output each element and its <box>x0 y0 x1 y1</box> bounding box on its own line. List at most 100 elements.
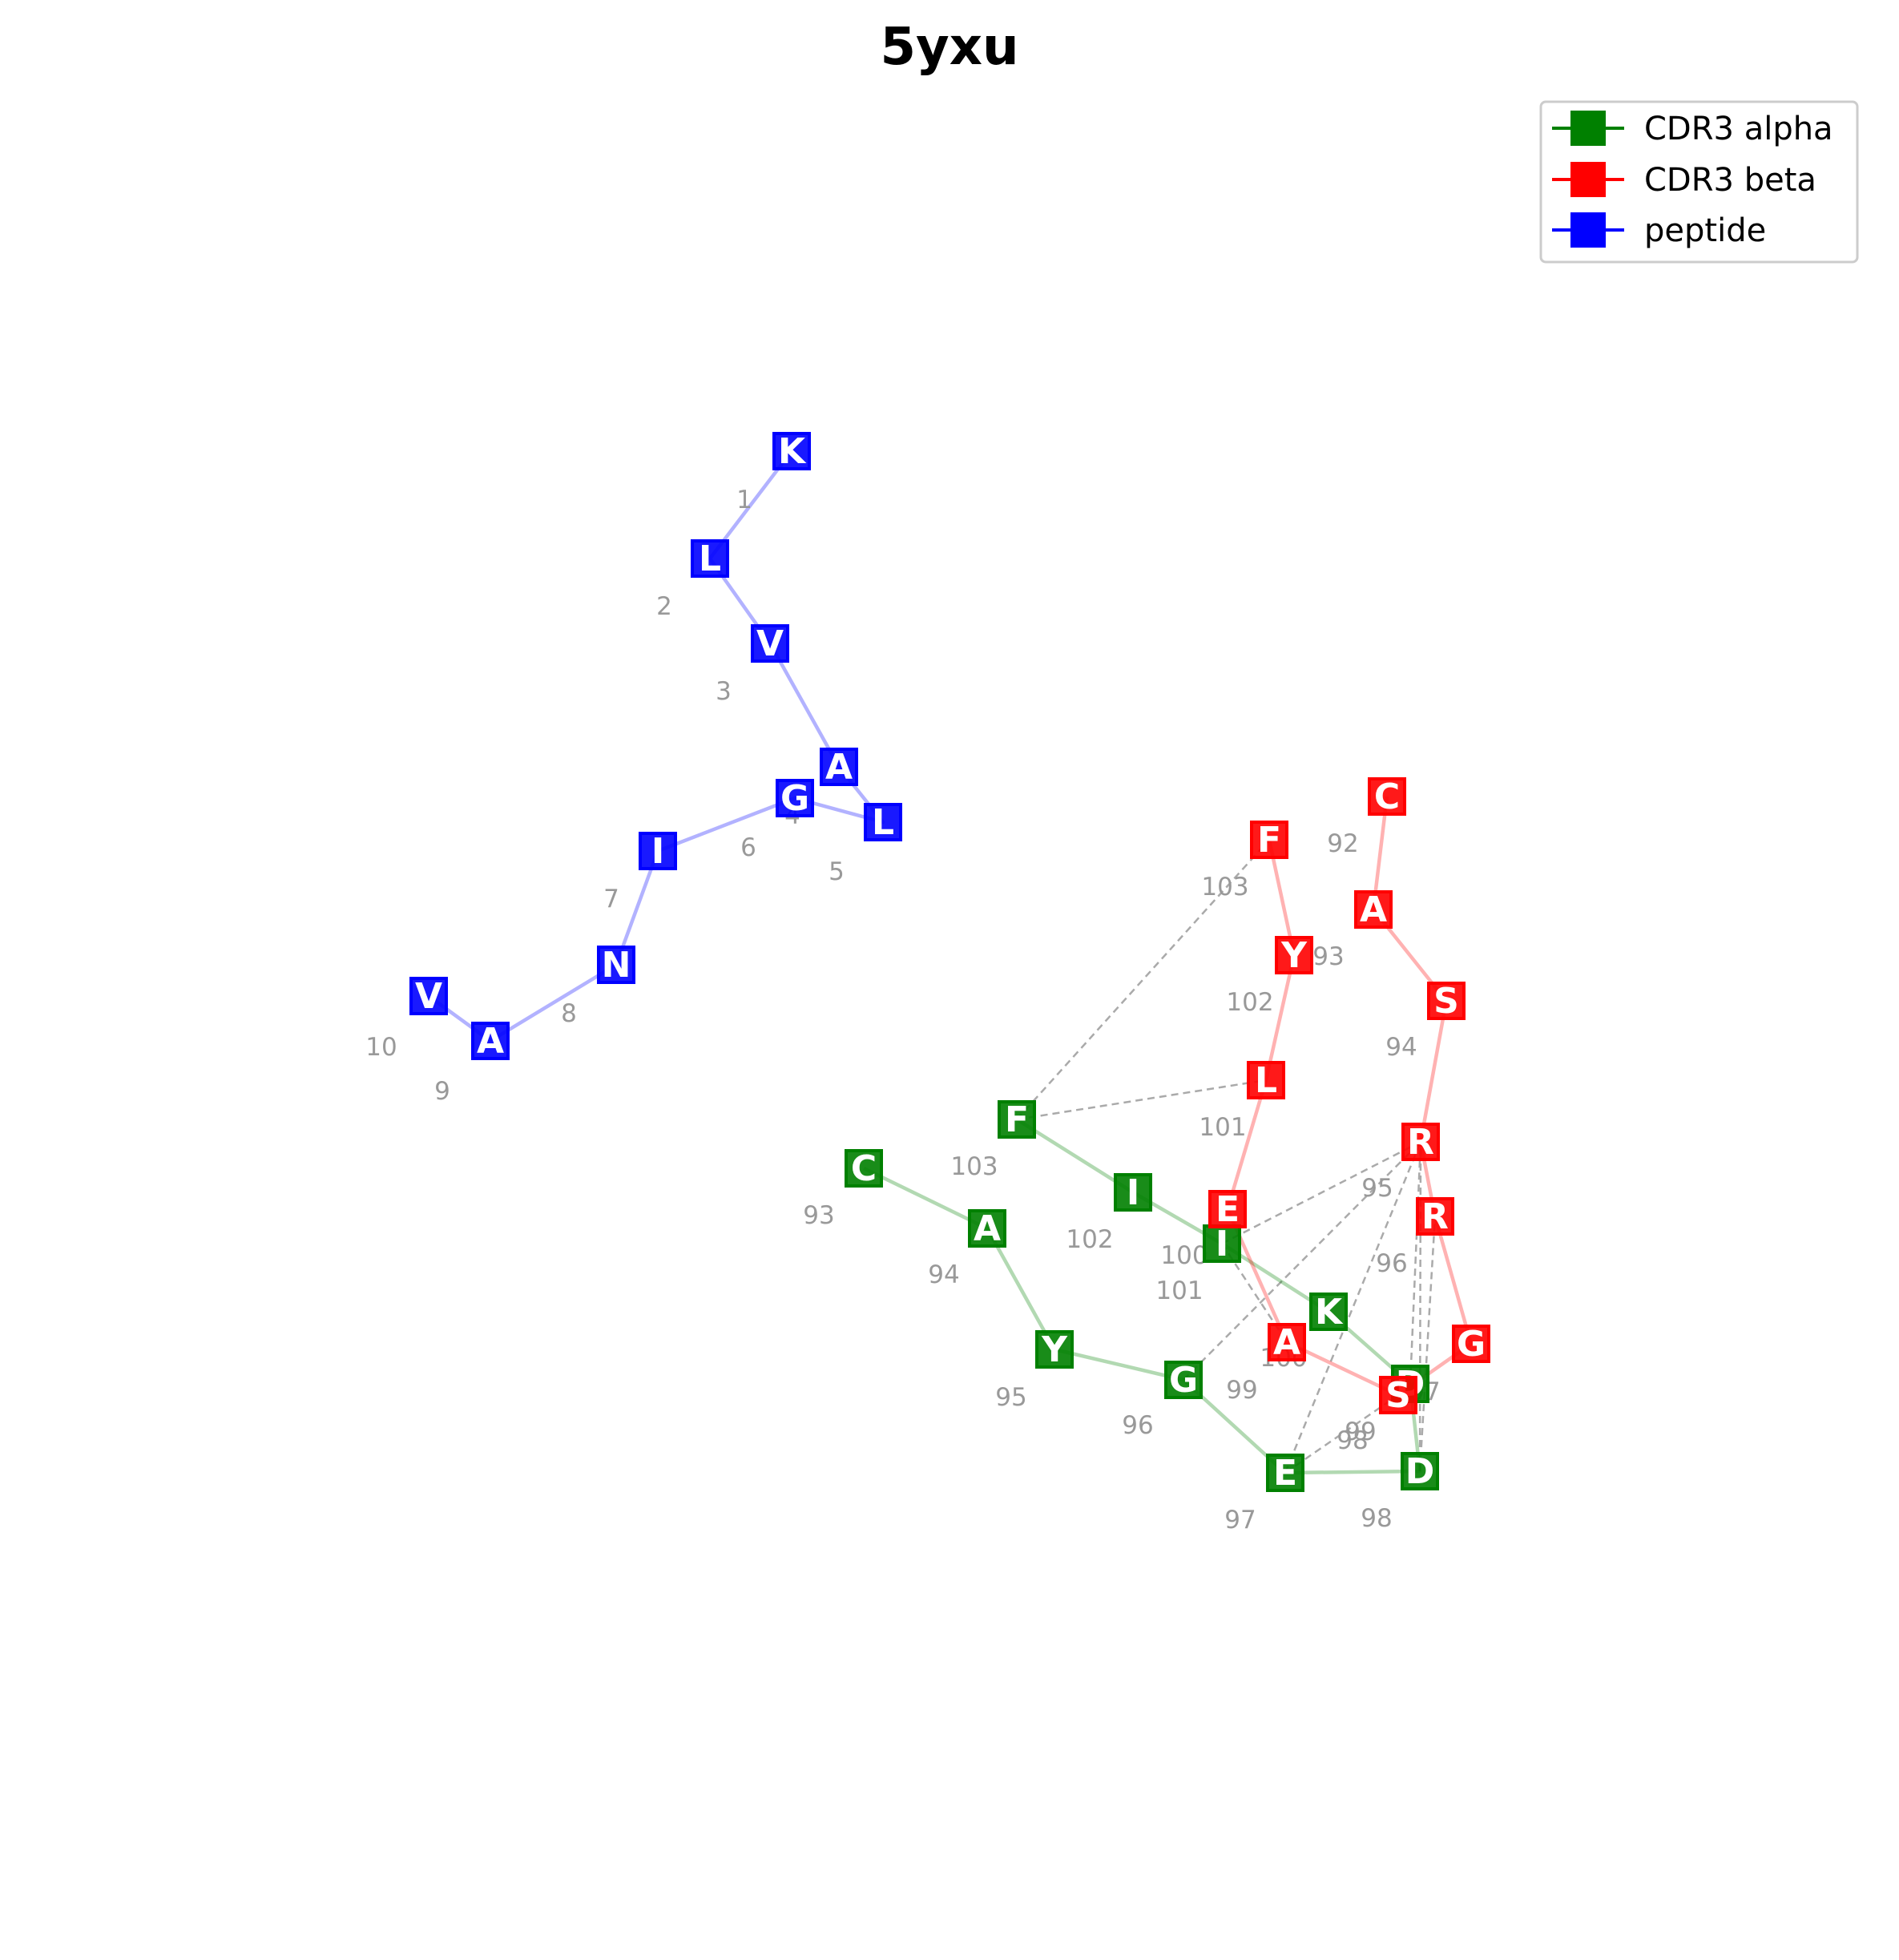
residue-number: 103 <box>1201 873 1248 901</box>
residue-letter: A <box>1273 1322 1300 1363</box>
cdr3-alpha-residue: D <box>1401 1451 1439 1492</box>
legend-frame <box>1539 100 1859 264</box>
peptide-residue: A <box>820 747 858 788</box>
residue-number: 1 <box>736 486 752 514</box>
residue-number: 97 <box>1224 1506 1256 1535</box>
residue-letter: A <box>974 1208 1001 1249</box>
residue-letter: V <box>756 623 784 664</box>
residue-number: 9 <box>434 1077 450 1106</box>
residue-square <box>1250 821 1288 859</box>
cdr3-alpha-residue: E <box>1266 1453 1304 1494</box>
residue-square <box>1368 777 1406 816</box>
cdr3-beta-residue: E <box>1208 1189 1247 1230</box>
residue-square <box>639 832 677 870</box>
residue-square <box>998 1100 1036 1139</box>
peptide-residue: V <box>409 976 448 1017</box>
residue-square <box>1247 1061 1285 1099</box>
residue-letter: E <box>1273 1453 1297 1494</box>
residue-number: 100 <box>1160 1241 1208 1270</box>
residue-number: 95 <box>1361 1174 1393 1203</box>
legend-square-icon <box>1570 111 1606 146</box>
cdr3-alpha-residue: K <box>1309 1292 1348 1333</box>
residue-number: 101 <box>1199 1113 1246 1142</box>
residue-square <box>1452 1325 1490 1363</box>
peptide-residue: N <box>597 945 635 986</box>
residue-letter: Y <box>1041 1329 1068 1370</box>
residue-letter: F <box>1257 820 1281 861</box>
residue-number: 102 <box>1226 988 1273 1017</box>
residue-number: 93 <box>1312 942 1344 971</box>
residue-square <box>1114 1173 1152 1212</box>
cdr3-beta-residue: A <box>1354 889 1393 930</box>
contact-line <box>1183 1141 1421 1381</box>
cdr3-beta-residue: R <box>1401 1122 1440 1163</box>
residue-square <box>820 748 858 786</box>
residue-letter: F <box>1005 1099 1029 1140</box>
cdr3-beta-residue: Y <box>1275 935 1313 976</box>
residue-letter: I <box>1216 1224 1228 1264</box>
residue-letter: I <box>1127 1172 1139 1213</box>
peptide-backbone-line <box>427 450 885 1043</box>
residue-number: 102 <box>1066 1225 1113 1254</box>
cdr3-alpha-residue: C <box>845 1148 883 1189</box>
residue-number: 95 <box>995 1383 1026 1412</box>
peptide-residue: K <box>772 431 811 472</box>
residue-square <box>751 624 789 663</box>
residue-square <box>1379 1376 1417 1414</box>
cdr3-alpha-residue: A <box>968 1208 1006 1249</box>
peptide-residue: G <box>776 778 814 819</box>
residue-number: 99 <box>1226 1376 1257 1405</box>
cdr3-alpha-residue: F <box>998 1099 1036 1140</box>
cdr3-alpha-residue: G <box>1164 1360 1203 1401</box>
residue-number: 99 <box>1345 1418 1376 1446</box>
cdr3-beta-residue: R <box>1416 1196 1454 1237</box>
residue-letter: K <box>778 431 807 472</box>
residue-square <box>409 977 448 1015</box>
residue-letter: Y <box>1280 935 1308 976</box>
residue-letter: G <box>780 778 809 819</box>
residue-letter: I <box>651 831 664 872</box>
contact-line <box>1409 1141 1422 1385</box>
residue-square <box>1035 1330 1074 1369</box>
residue-number: 8 <box>561 999 577 1028</box>
residue-square <box>776 779 814 817</box>
residue-letter: S <box>1385 1375 1411 1416</box>
contact-line <box>1221 1140 1421 1245</box>
cdr3-beta-residue: S <box>1379 1375 1417 1416</box>
residue-letter: G <box>1169 1360 1198 1401</box>
cdr3-beta-residue: A <box>1268 1322 1306 1363</box>
residue-number: 96 <box>1122 1411 1153 1440</box>
residue-square <box>1401 1123 1440 1161</box>
residue-square <box>1427 982 1466 1020</box>
residue-number: 93 <box>803 1201 834 1230</box>
residue-number: 101 <box>1155 1276 1203 1305</box>
residue-number: 6 <box>740 833 756 862</box>
residue-letter: K <box>1315 1292 1344 1333</box>
residue-square <box>1401 1452 1439 1490</box>
legend-entry-cdr3-beta: CDR3 beta <box>1552 162 1816 199</box>
residue-letter: N <box>602 945 631 986</box>
residue-letter: L <box>699 538 721 579</box>
peptide-residue: L <box>864 802 902 843</box>
residue-square <box>1354 890 1393 929</box>
residue-square <box>597 946 635 984</box>
residue-number: 5 <box>829 857 845 886</box>
residue-number: 96 <box>1376 1249 1407 1278</box>
legend-label-cdr3-alpha: CDR3 alpha <box>1644 111 1833 147</box>
residue-square <box>772 432 811 470</box>
legend-square-icon <box>1570 162 1606 197</box>
residue-number: 94 <box>928 1260 959 1289</box>
residue-letter: R <box>1421 1196 1449 1237</box>
residue-square <box>1268 1323 1306 1361</box>
contact-line <box>1418 1216 1437 1472</box>
residue-letter: C <box>851 1148 877 1189</box>
cdr3-alpha-residue: I <box>1114 1172 1152 1213</box>
cdr3-beta-residue: S <box>1427 981 1466 1022</box>
residue-square <box>1208 1190 1247 1228</box>
residue-letter: A <box>1360 889 1387 930</box>
residue-square <box>1164 1361 1203 1399</box>
residue-square <box>845 1149 883 1188</box>
cdr3-beta-residue: F <box>1250 820 1288 861</box>
residue-letter: C <box>1374 776 1400 817</box>
residue-square <box>864 803 902 841</box>
